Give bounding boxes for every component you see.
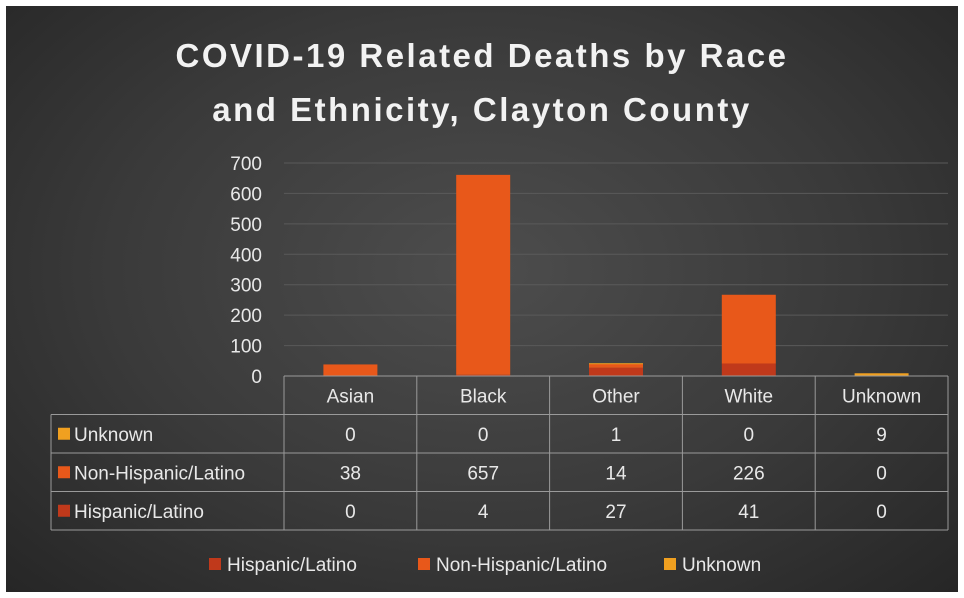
data-label: 0 [876, 463, 887, 484]
y-tick-label: 0 [251, 367, 262, 388]
bar-hispanic-latino-white [721, 363, 776, 376]
bar-non-hispanic-latino-asian [323, 364, 378, 376]
data-label: 0 [345, 502, 356, 523]
data-label: 14 [605, 463, 627, 484]
bar-hispanic-latino-other [589, 367, 643, 376]
y-tick-label: 200 [230, 306, 262, 327]
chart-area: COVID-19 Related Deaths by Race and Ethn… [6, 6, 958, 592]
legend-label: Unknown [682, 555, 761, 576]
table-legend-key [58, 466, 70, 479]
data-label: 1 [611, 425, 622, 446]
y-tick-label: 500 [230, 215, 262, 236]
data-label: 9 [876, 425, 887, 446]
bar-non-hispanic-latino-other [589, 363, 643, 368]
x-category-label: Unknown [842, 386, 921, 407]
legend-label: Non-Hispanic/Latino [436, 555, 607, 576]
y-tick-label: 300 [230, 276, 262, 297]
legend-key [209, 558, 221, 570]
x-category-label: White [725, 386, 774, 407]
bar-unknown-unknown [854, 373, 909, 376]
data-label: 0 [876, 502, 887, 523]
data-label: 0 [478, 425, 489, 446]
data-label: 226 [733, 463, 765, 484]
y-tick-label: 400 [230, 245, 262, 266]
data-label: 0 [345, 425, 356, 446]
bar-non-hispanic-latino-white [721, 294, 776, 364]
y-tick-label: 600 [230, 184, 262, 205]
x-category-label: Other [592, 386, 640, 407]
bar-unknown-other [589, 363, 643, 365]
data-label: 38 [340, 463, 361, 484]
data-label: 657 [467, 463, 499, 484]
data-label: 0 [744, 425, 755, 446]
table-legend-key [58, 504, 70, 517]
legend-label: Hispanic/Latino [227, 555, 357, 576]
table-legend-key [58, 427, 70, 440]
bar-hispanic-latino-black [456, 374, 511, 376]
y-tick-label: 100 [230, 337, 262, 358]
legend-key [418, 558, 430, 570]
legend-key [664, 558, 676, 570]
y-tick-label: 700 [230, 154, 262, 175]
data-label: 27 [605, 502, 626, 523]
table-row-label: Unknown [74, 425, 153, 446]
data-label: 4 [478, 502, 489, 523]
chart-title-line-2: and Ethnicity, Clayton County [212, 91, 752, 128]
table-row-label: Non-Hispanic/Latino [74, 463, 245, 484]
table-row-label: Hispanic/Latino [74, 502, 204, 523]
x-category-label: Asian [327, 386, 375, 407]
data-label: 41 [738, 502, 759, 523]
x-category-label: Black [460, 386, 507, 407]
chart-title-line-1: COVID-19 Related Deaths by Race [175, 37, 789, 74]
bar-non-hispanic-latino-black [456, 174, 511, 375]
